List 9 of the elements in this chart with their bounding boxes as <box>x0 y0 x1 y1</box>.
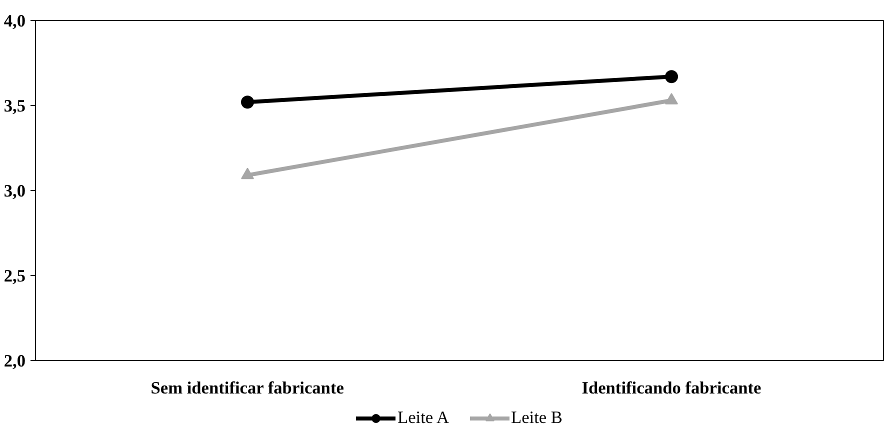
y-tick-label: 2,0 <box>4 352 26 370</box>
y-tick-label: 2,5 <box>4 266 26 286</box>
y-tick-label: 3,5 <box>4 96 26 116</box>
x-tick-label: Sem identificar fabricante <box>150 378 344 398</box>
legend-label: Leite B <box>511 408 562 428</box>
y-tick-label: 4,0 <box>4 12 26 30</box>
legend-label: Leite A <box>398 408 449 428</box>
y-tick-label: 3,0 <box>4 182 26 200</box>
x-tick-label: Identificando fabricante <box>582 378 762 398</box>
